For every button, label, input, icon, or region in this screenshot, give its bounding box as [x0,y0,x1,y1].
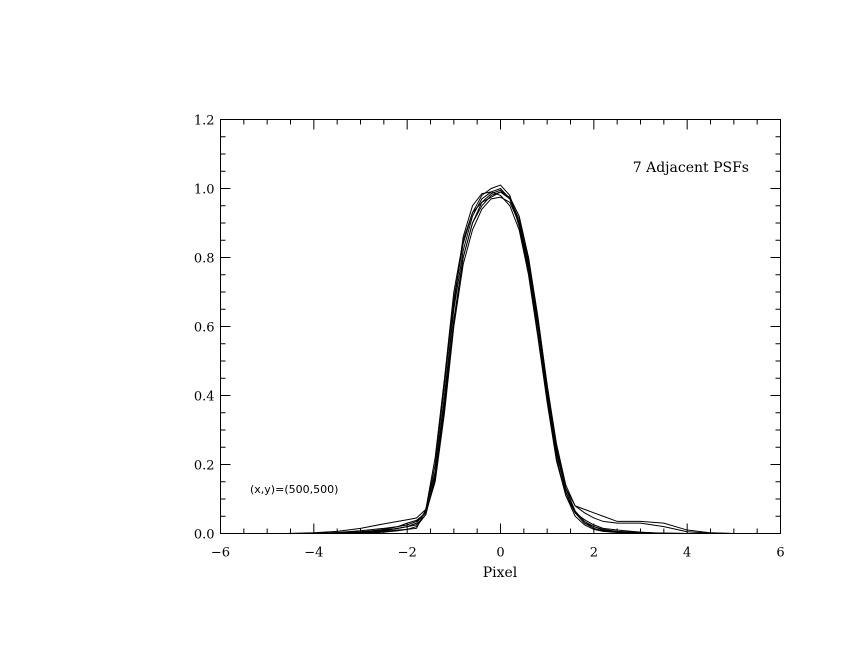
psf-series-line-5 [285,196,734,534]
x-axis-tick-labels: −6 −4 −2 0 2 4 6 [211,546,785,561]
y-tick-label: 0.0 [194,528,215,543]
y-tick-label: 0.2 [194,459,215,474]
y-tick-label: 0.8 [194,252,215,267]
psf-series-line-6 [285,191,734,534]
x-tick-label: 2 [590,546,598,561]
series-group [285,184,734,534]
y-tick-label: 1.0 [194,183,215,198]
y-tick-label: 0.4 [194,390,215,405]
x-tick-label: −6 [211,546,230,561]
psf-series-line-7 [285,189,734,534]
y-axis-ticks [220,119,781,534]
plot-frame [220,119,781,534]
y-tick-label: 1.2 [194,114,215,129]
x-axis-title: Pixel [483,565,518,581]
x-tick-label: 6 [776,546,784,561]
psf-series-line-3 [285,184,734,534]
x-tick-label: −4 [304,546,323,561]
annotation-coordinates: (x,y)=(500,500) [250,483,338,496]
x-axis-ticks [220,119,781,534]
x-tick-label: −2 [398,546,417,561]
y-tick-label: 0.6 [194,321,215,336]
x-tick-label: 0 [496,546,504,561]
y-axis-tick-labels: 0.0 0.2 0.4 0.6 0.8 1.0 1.2 [194,114,215,543]
psf-series-line-1 [285,191,734,534]
annotation-psf-count: 7 Adjacent PSFs [633,160,749,176]
x-tick-label: 4 [683,546,691,561]
psf-series-line-4 [285,191,734,534]
psf-series-line-2 [285,187,734,534]
